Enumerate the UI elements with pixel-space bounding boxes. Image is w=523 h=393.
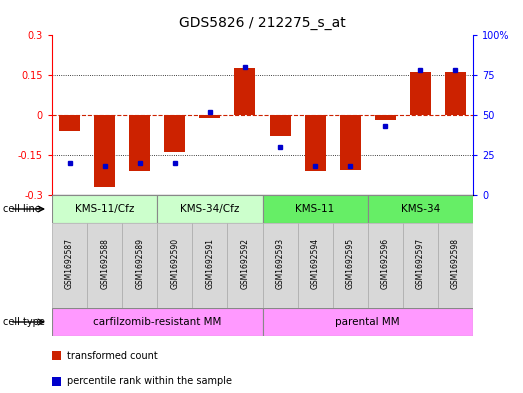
Text: GSM1692594: GSM1692594 (311, 238, 320, 289)
Bar (263, 195, 368, 223)
Bar (59, 115, 80, 131)
Text: GSM1692597: GSM1692597 (416, 238, 425, 289)
Text: parental MM: parental MM (335, 317, 400, 327)
Text: cell type: cell type (3, 317, 44, 327)
Bar (438, 223, 473, 308)
Bar (157, 223, 192, 308)
Bar (375, 115, 396, 120)
Text: GDS5826 / 212275_s_at: GDS5826 / 212275_s_at (179, 16, 346, 30)
Text: GSM1692596: GSM1692596 (381, 238, 390, 289)
Text: GSM1692589: GSM1692589 (135, 238, 144, 289)
Bar (122, 223, 157, 308)
Bar (368, 223, 403, 308)
Text: KMS-34/Cfz: KMS-34/Cfz (180, 204, 240, 214)
Text: KMS-34: KMS-34 (401, 204, 440, 214)
Text: cell line: cell line (3, 204, 40, 214)
Bar (269, 115, 291, 136)
Bar (129, 115, 150, 171)
Bar (164, 115, 185, 152)
Bar (403, 223, 438, 308)
Bar (339, 115, 361, 170)
Bar (298, 223, 333, 308)
Text: GSM1692595: GSM1692595 (346, 238, 355, 289)
Bar (333, 223, 368, 308)
Bar (228, 223, 263, 308)
Bar (87, 223, 122, 308)
Text: KMS-11: KMS-11 (295, 204, 335, 214)
Bar (157, 195, 263, 223)
Bar (234, 68, 255, 115)
Text: GSM1692592: GSM1692592 (241, 238, 249, 289)
Text: carfilzomib-resistant MM: carfilzomib-resistant MM (93, 317, 221, 327)
Text: percentile rank within the sample: percentile rank within the sample (66, 376, 232, 386)
Text: GSM1692598: GSM1692598 (451, 238, 460, 289)
Text: GSM1692593: GSM1692593 (276, 238, 285, 289)
Text: GSM1692588: GSM1692588 (100, 239, 109, 289)
Bar (263, 308, 473, 336)
Bar (52, 195, 157, 223)
Text: transformed count: transformed count (66, 351, 157, 361)
Text: KMS-11/Cfz: KMS-11/Cfz (75, 204, 134, 214)
Text: GSM1692587: GSM1692587 (65, 238, 74, 289)
Bar (368, 195, 473, 223)
Bar (445, 72, 466, 115)
Bar (263, 223, 298, 308)
Bar (199, 115, 220, 118)
Bar (192, 223, 228, 308)
Bar (304, 115, 326, 171)
Bar (52, 223, 87, 308)
Text: GSM1692590: GSM1692590 (170, 238, 179, 289)
Bar (94, 115, 115, 187)
Bar (410, 72, 431, 115)
Text: GSM1692591: GSM1692591 (206, 238, 214, 289)
Bar (52, 308, 263, 336)
